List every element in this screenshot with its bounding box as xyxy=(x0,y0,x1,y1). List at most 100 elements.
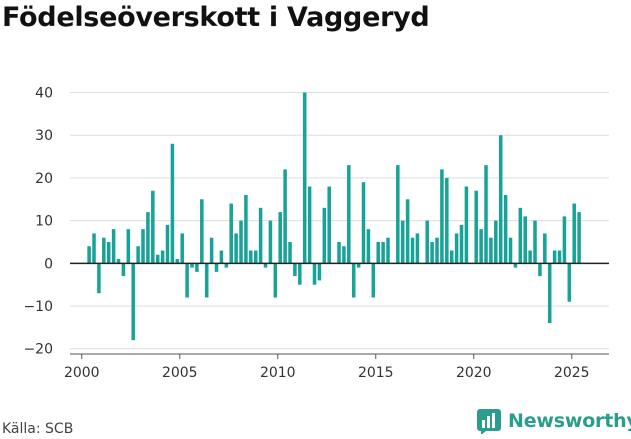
bar xyxy=(508,237,513,264)
bar xyxy=(155,254,160,264)
bar xyxy=(430,241,434,264)
bar xyxy=(253,250,258,264)
newsworthy-logo-icon xyxy=(477,409,501,434)
x-axis: 2000 2005 2010 2015 2020 2025 xyxy=(64,353,609,381)
y-axis: −20 −10 0 10 20 30 40 xyxy=(23,86,53,358)
bar xyxy=(528,250,532,264)
bar xyxy=(219,250,224,264)
bar xyxy=(327,186,331,264)
y-tick-label: −20 xyxy=(23,342,53,358)
bar xyxy=(513,263,518,268)
bar xyxy=(200,199,204,264)
y-tick-label: 40 xyxy=(35,86,53,102)
bar xyxy=(410,237,415,264)
bar xyxy=(366,229,371,264)
bar xyxy=(400,220,405,264)
bar xyxy=(268,220,273,264)
bar xyxy=(244,195,248,264)
bar xyxy=(489,237,493,264)
y-tick-label: 20 xyxy=(35,171,53,187)
bar xyxy=(371,263,376,298)
bar xyxy=(562,216,567,264)
bar xyxy=(214,263,219,272)
chart-title: Födelseöverskott i Vaggeryd xyxy=(2,2,430,33)
bar xyxy=(376,241,380,264)
x-tick-label: 2005 xyxy=(162,365,198,381)
brand-name: Newsworthy xyxy=(508,410,631,432)
bar xyxy=(111,229,116,264)
brand-logo[interactable]: Newsworthy xyxy=(476,408,631,434)
bar xyxy=(523,216,527,264)
bar xyxy=(288,241,292,264)
bar xyxy=(538,263,542,277)
bar xyxy=(298,263,302,285)
bar xyxy=(116,259,121,264)
bar xyxy=(381,241,385,264)
bar xyxy=(322,207,327,264)
bar xyxy=(454,233,459,264)
bar xyxy=(440,169,444,264)
bar xyxy=(258,207,263,264)
bar xyxy=(175,259,180,264)
y-tick-label: 30 xyxy=(35,128,53,144)
bar xyxy=(160,250,165,264)
x-tick-label: 2015 xyxy=(358,365,394,381)
y-tick-label: 10 xyxy=(35,214,53,230)
bar xyxy=(234,233,238,264)
bar xyxy=(533,220,537,264)
bar xyxy=(464,186,469,264)
bar xyxy=(317,263,322,281)
bar xyxy=(543,233,547,264)
bar xyxy=(180,233,184,264)
bar xyxy=(396,165,400,264)
bar xyxy=(337,241,341,264)
bar xyxy=(141,229,145,264)
bar xyxy=(278,212,282,264)
bar xyxy=(136,246,140,264)
bar xyxy=(361,182,366,264)
bar xyxy=(273,263,278,298)
bar xyxy=(351,263,356,298)
bar xyxy=(170,143,175,264)
bar xyxy=(474,190,478,264)
y-tick-label: −10 xyxy=(23,299,53,315)
x-tick-label: 2010 xyxy=(260,365,296,381)
bar xyxy=(312,263,317,285)
bar xyxy=(498,135,503,264)
bar xyxy=(249,250,253,264)
bar-series xyxy=(87,92,581,341)
bar xyxy=(449,250,454,264)
bar xyxy=(229,203,233,264)
bar xyxy=(356,263,361,268)
bar xyxy=(92,233,96,264)
bar xyxy=(195,263,199,272)
bar xyxy=(209,237,214,264)
bar xyxy=(307,186,312,264)
bar xyxy=(121,263,126,277)
bar xyxy=(283,169,287,264)
bar xyxy=(342,246,346,264)
bar xyxy=(102,237,106,264)
bar xyxy=(224,263,229,268)
bar xyxy=(347,165,351,264)
bar xyxy=(415,233,420,264)
bar xyxy=(165,224,170,264)
bar xyxy=(126,229,131,264)
bar xyxy=(479,229,483,264)
bar xyxy=(190,263,194,268)
bar xyxy=(263,263,268,268)
x-tick-label: 2000 xyxy=(64,365,100,381)
bar xyxy=(405,199,410,264)
bar xyxy=(97,263,101,294)
bar xyxy=(131,263,135,341)
bar xyxy=(567,263,572,302)
bar xyxy=(459,224,464,264)
bar xyxy=(577,212,581,264)
bar xyxy=(106,241,111,264)
source-note: Källa: SCB xyxy=(2,421,74,437)
y-tick-label: 0 xyxy=(44,256,53,272)
bar xyxy=(386,237,390,264)
bar xyxy=(435,237,439,264)
bar xyxy=(151,190,155,264)
x-tick-label: 2020 xyxy=(456,365,492,381)
